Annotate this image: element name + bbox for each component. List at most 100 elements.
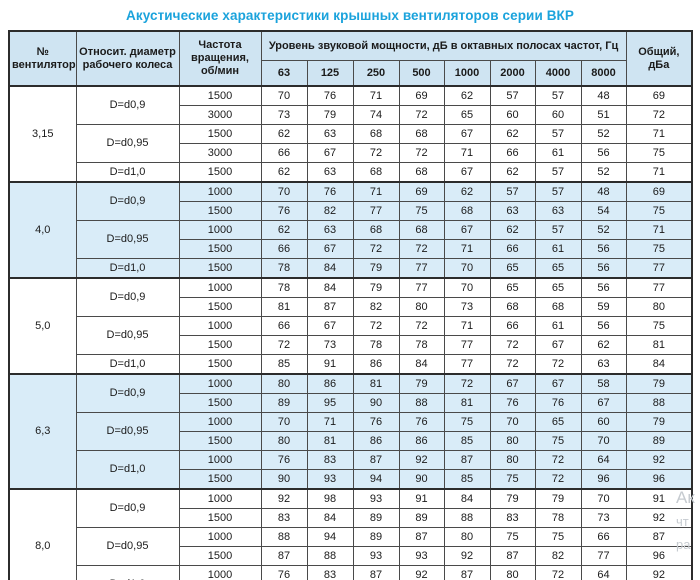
spl-value-cell: 80	[443, 527, 491, 547]
spl-value-cell: 87	[443, 565, 491, 580]
diameter-cell: D=d0,95	[75, 220, 180, 259]
spl-value-cell: 84	[306, 277, 354, 298]
table-row: 1500 81 87 82 80 73 68 68 59 80	[9, 297, 693, 317]
spl-value-cell: 67	[306, 143, 354, 163]
speed-cell: 1500	[178, 431, 262, 451]
spl-value-cell: 62	[260, 124, 308, 144]
spl-value-cell: 93	[306, 469, 354, 490]
spl-value-cell: 77	[443, 335, 491, 355]
spl-value-cell: 88	[398, 393, 445, 413]
spl-value-cell: 75	[398, 201, 445, 221]
spl-value-cell: 72	[398, 105, 445, 125]
speed-cell: 1500	[178, 85, 262, 106]
speed-cell: 1000	[178, 181, 262, 202]
spl-value-cell: 57	[534, 220, 582, 240]
spl-value-cell: 62	[489, 124, 536, 144]
header-band-1000: 1000	[443, 60, 491, 87]
table-row: 3,15 D=d0,9 1500 70 76 71 69 62 57 57 48 69	[8, 85, 693, 183]
spl-value-cell: 92	[260, 488, 308, 509]
spl-value-cell: 72	[398, 316, 445, 336]
total-dba-cell: 96	[625, 546, 693, 566]
spl-value-cell: 76	[352, 412, 400, 432]
spl-value-cell: 77	[443, 354, 491, 375]
total-dba-cell: 77	[625, 277, 693, 298]
spl-value-cell: 76	[398, 412, 445, 432]
spl-value-cell: 67	[489, 373, 536, 394]
spl-value-cell: 78	[260, 258, 308, 279]
spl-value-cell: 57	[534, 162, 582, 183]
spl-value-cell: 68	[534, 297, 582, 317]
spl-value-cell: 81	[260, 297, 308, 317]
page-title: Акустические характеристики крышных вент…	[125, 8, 574, 23]
spl-value-cell: 80	[489, 565, 536, 580]
spl-value-cell: 62	[443, 85, 491, 106]
spl-value-cell: 62	[260, 220, 308, 240]
acoustic-characteristics-table: № вентилятора Относит. диаметр рабочего …	[8, 30, 694, 580]
table-row: 1500 66 67 72 72 71 66 61 56 75	[9, 239, 693, 259]
diameter-cell: D=d0,9	[75, 488, 180, 528]
total-dba-cell: 75	[625, 239, 693, 259]
table-row: 1500 89 95 90 88 81 76 76 67 88	[9, 393, 693, 413]
spl-value-cell: 67	[443, 162, 491, 183]
spl-value-cell: 63	[534, 201, 582, 221]
table-row: 3000 66 67 72 72 71 66 61 56 75	[9, 143, 693, 163]
speed-cell: 3000	[178, 143, 262, 163]
speed-cell: 3000	[178, 105, 262, 125]
total-dba-cell: 71	[625, 162, 693, 183]
speed-cell: 1500	[178, 201, 262, 221]
spl-value-cell: 70	[260, 412, 308, 432]
total-dba-cell: 81	[625, 335, 693, 355]
spl-value-cell: 70	[260, 85, 308, 106]
spl-value-cell: 83	[306, 565, 354, 580]
spl-value-cell: 79	[489, 488, 536, 509]
spl-value-cell: 73	[260, 105, 308, 125]
speed-cell: 1500	[178, 162, 262, 183]
spl-value-cell: 57	[489, 181, 536, 202]
spl-value-cell: 72	[398, 143, 445, 163]
spl-value-cell: 66	[260, 143, 308, 163]
spl-value-cell: 66	[489, 239, 536, 259]
diameter-cell: D=d1,0	[75, 162, 180, 183]
total-dba-cell: 92	[625, 565, 693, 580]
spl-value-cell: 86	[352, 431, 400, 451]
spl-value-cell: 82	[352, 297, 400, 317]
spl-value-cell: 89	[260, 393, 308, 413]
spl-value-cell: 85	[443, 469, 491, 490]
speed-cell: 1000	[178, 277, 262, 298]
spl-value-cell: 81	[443, 393, 491, 413]
spl-value-cell: 92	[443, 546, 491, 566]
spl-value-cell: 85	[443, 431, 491, 451]
diameter-cell: D=d1,0	[75, 565, 180, 580]
spl-value-cell: 48	[580, 181, 627, 202]
table-row: D=d0,95 1000 62 63 68 68 67 62 57 52 71	[9, 220, 693, 259]
speed-cell: 1000	[178, 450, 262, 470]
spl-value-cell: 56	[580, 239, 627, 259]
diameter-cell: D=d0,95	[75, 527, 180, 566]
diameter-cell: D=d0,9	[75, 85, 180, 125]
spl-value-cell: 63	[489, 201, 536, 221]
spl-value-cell: 79	[352, 277, 400, 298]
table-row: D=d0,95 1000 66 67 72 72 71 66 61 56 75	[9, 316, 693, 355]
header-band-500: 500	[398, 60, 445, 87]
header-band-8000: 8000	[580, 60, 627, 87]
header-fan-number: № вентилятора	[8, 30, 77, 87]
spl-value-cell: 90	[260, 469, 308, 490]
header-band-125: 125	[306, 60, 354, 87]
header-speed: Частота вращения, об/мин	[178, 30, 262, 87]
spl-value-cell: 91	[398, 488, 445, 509]
spl-value-cell: 67	[534, 335, 582, 355]
fan-number-cell: 8,0	[8, 488, 77, 580]
spl-value-cell: 63	[580, 354, 627, 375]
spl-value-cell: 72	[534, 354, 582, 375]
spl-value-cell: 81	[352, 373, 400, 394]
spl-value-cell: 84	[306, 508, 354, 528]
spl-value-cell: 74	[352, 105, 400, 125]
fan-number-cell: 6,3	[8, 373, 77, 490]
table-body: 3,15 D=d0,9 1500 70 76 71 69 62 57 57 48 69 3000 73 79…	[8, 85, 693, 580]
table-row: 8,0 D=d0,9 1000 92 98 93 91 84 79 79 70 91	[8, 488, 693, 580]
spl-value-cell: 77	[352, 201, 400, 221]
spl-value-cell: 80	[398, 297, 445, 317]
spl-value-cell: 75	[443, 412, 491, 432]
speed-cell: 1000	[178, 488, 262, 509]
spl-value-cell: 67	[580, 393, 627, 413]
